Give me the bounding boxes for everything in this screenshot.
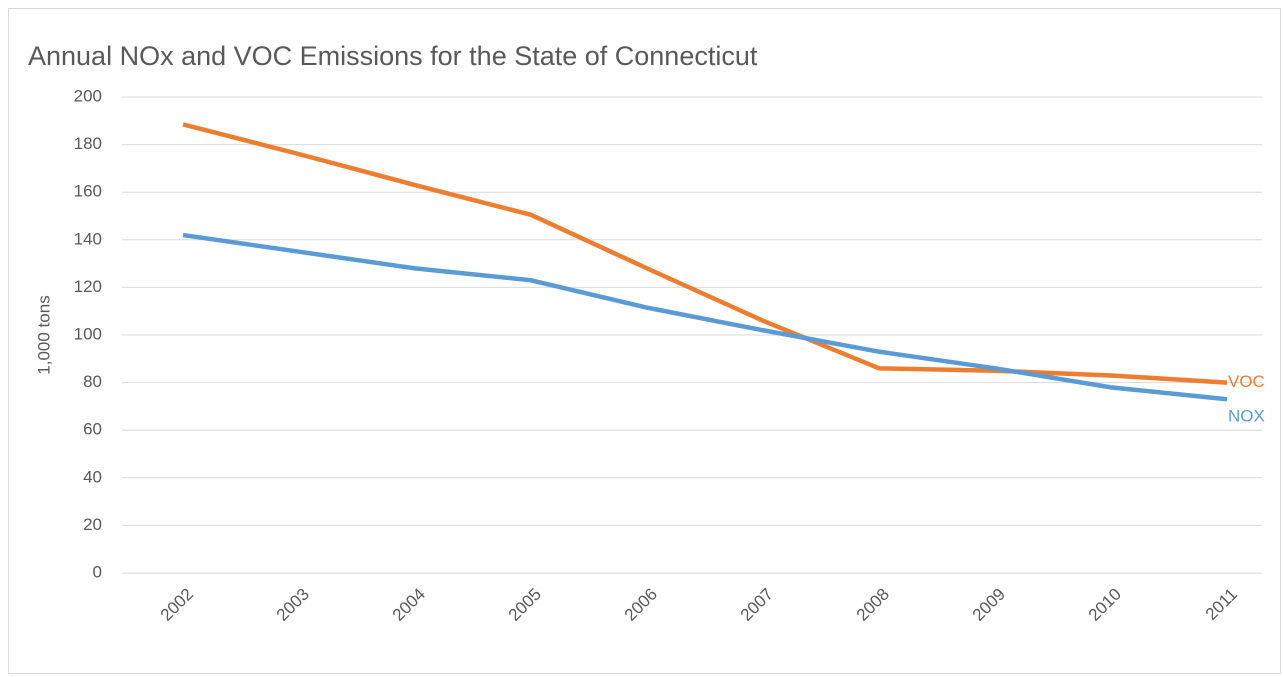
y-tick-label: 40 xyxy=(83,467,102,486)
y-tick-label: 120 xyxy=(74,277,102,296)
series-label: NOX xyxy=(1228,407,1265,426)
y-tick-label: 160 xyxy=(74,182,102,201)
y-tick-label: 80 xyxy=(83,372,102,391)
chart-border xyxy=(8,8,1281,674)
y-tick-label: 20 xyxy=(83,515,102,534)
y-tick-label: 180 xyxy=(74,134,102,153)
series-label: VOC xyxy=(1228,372,1265,391)
series-line xyxy=(182,232,1228,402)
series-line xyxy=(182,122,1228,385)
y-tick-label: 60 xyxy=(83,420,102,439)
chart-title: Annual NOx and VOC Emissions for the Sta… xyxy=(28,41,758,71)
y-tick-label: 200 xyxy=(74,86,102,105)
y-tick-label: 100 xyxy=(74,324,102,343)
y-tick-label: 0 xyxy=(93,562,102,581)
y-axis-title: 1,000 tons xyxy=(34,295,53,374)
y-tick-label: 140 xyxy=(74,229,102,248)
